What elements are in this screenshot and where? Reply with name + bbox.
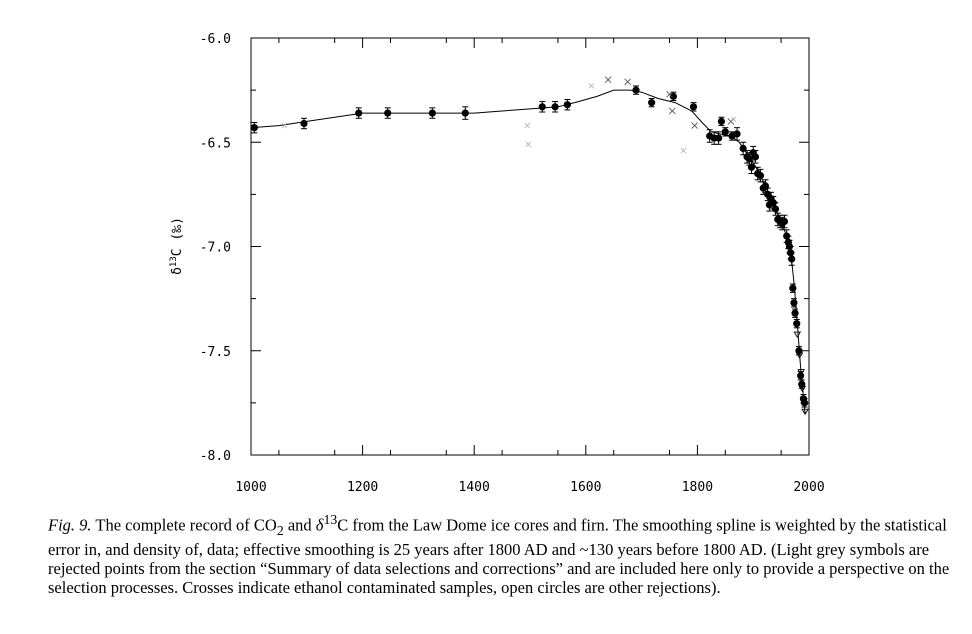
data-point [733, 130, 741, 138]
data-point [788, 255, 796, 263]
data-point [538, 103, 546, 111]
data-point [669, 92, 678, 100]
caption-text-3: C from the Law Dome ice cores and firn. … [48, 515, 950, 597]
data-point [789, 284, 797, 292]
data-point [756, 172, 765, 180]
figure-caption: Fig. 9. The complete record of CO2 and δ… [48, 510, 953, 597]
data-point [355, 109, 363, 117]
data-points [250, 76, 809, 416]
data-point [747, 163, 756, 171]
data-point [551, 103, 559, 111]
data-point [300, 119, 308, 128]
data-point-cross [691, 122, 698, 129]
data-point [384, 109, 392, 117]
y-tick-label: -6.5 [200, 136, 231, 151]
caption-text-2: and [283, 515, 316, 535]
y-axis-label-delta: δ [170, 267, 185, 275]
x-tick-label: 2000 [793, 480, 824, 495]
x-tick-label: 1000 [235, 480, 266, 495]
data-point-cross [604, 76, 612, 84]
data-point-cross [666, 90, 673, 98]
y-axis-label: δ13C (‰) [169, 217, 185, 275]
caption-text-1: The complete record of CO [91, 515, 277, 535]
data-point-rejected [588, 83, 595, 89]
x-tick-label: 1400 [459, 480, 490, 495]
plot-border [250, 37, 810, 456]
axis-ticks [250, 37, 810, 456]
data-point [797, 372, 805, 380]
x-tick-label: 1600 [570, 480, 601, 495]
data-point-triangle [798, 385, 807, 393]
y-tick-label: -8.0 [200, 449, 231, 464]
data-point [771, 205, 780, 213]
chart: 1000 1200 1400 1600 1800 2000 -6.0 -6.5 -7.0 -7.5… [169, 32, 825, 495]
data-point-rejected [730, 116, 737, 123]
data-point [717, 117, 725, 125]
data-point-triangle [797, 369, 805, 376]
y-tick-label: -7.5 [200, 345, 231, 360]
y-tick-label: -7.0 [200, 241, 231, 256]
data-point-triangle [801, 408, 809, 416]
data-point-cross [668, 107, 676, 115]
figure-label: Fig. 9. [48, 515, 92, 535]
data-point [751, 153, 760, 161]
data-point [790, 299, 798, 307]
data-point [428, 109, 436, 117]
y-tick-label: -6.0 [200, 32, 231, 47]
data-point [250, 124, 258, 132]
data-point-triangle [795, 352, 804, 359]
x-tick-label: 1800 [682, 480, 713, 495]
plot-frame [250, 37, 810, 456]
data-point [780, 217, 789, 226]
data-point [791, 309, 799, 317]
data-point [721, 128, 729, 136]
y-axis-label-sup: 13 [169, 256, 179, 267]
data-point-rejected [524, 122, 530, 129]
data-point [648, 99, 656, 107]
data-point [632, 86, 640, 94]
data-point-rejected [525, 141, 532, 148]
data-point-rejected [281, 122, 288, 129]
data-point-triangle [800, 398, 808, 405]
data-point [689, 103, 698, 111]
data-point-triangle [793, 331, 802, 338]
data-point [715, 134, 723, 142]
data-point [461, 109, 469, 117]
caption-delta-superscript: 13 [323, 512, 338, 527]
caption-co2-subscript: 2 [276, 522, 284, 538]
y-axis-label-rest: C (‰) [170, 217, 185, 256]
data-point-rejected [680, 147, 687, 154]
x-tick-label: 1200 [347, 480, 378, 495]
caption-delta: δ [315, 515, 324, 535]
data-point [563, 101, 571, 109]
data-point-cross [727, 118, 735, 125]
tick-labels: 1000 1200 1400 1600 1800 2000 -6.0 -6.5 -7.0 -7.5… [200, 32, 825, 495]
data-point [793, 320, 801, 328]
data-point-cross [624, 78, 631, 86]
